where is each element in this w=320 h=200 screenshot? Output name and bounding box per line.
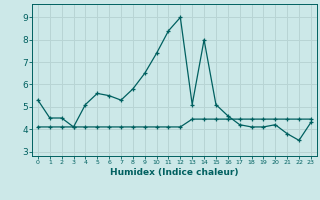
X-axis label: Humidex (Indice chaleur): Humidex (Indice chaleur) (110, 168, 239, 177)
